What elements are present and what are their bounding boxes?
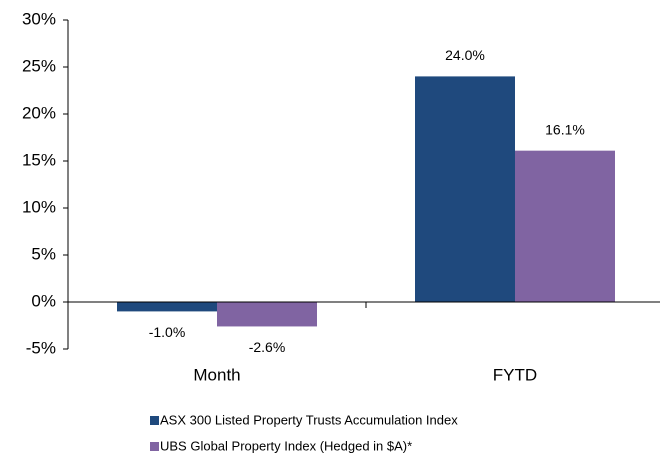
value-label: -1.0% [149, 324, 186, 340]
bar [217, 302, 317, 327]
y-tick-label: 20% [22, 103, 56, 122]
bar [515, 150, 615, 302]
legend-swatch [150, 416, 159, 425]
legend-label: ASX 300 Listed Property Trusts Accumulat… [160, 412, 458, 427]
x-tick-label: Month [193, 365, 240, 384]
y-tick-label: 30% [22, 9, 56, 28]
value-label: -2.6% [249, 339, 286, 355]
value-label: 24.0% [445, 47, 485, 63]
y-tick-label: 5% [31, 244, 56, 263]
y-tick-label: 25% [22, 56, 56, 75]
bar [117, 302, 217, 312]
y-tick-label: 15% [22, 150, 56, 169]
x-tick-label: FYTD [493, 365, 537, 384]
legend-swatch [150, 442, 159, 451]
value-label: 16.1% [545, 121, 585, 137]
y-tick-label: 0% [31, 291, 56, 310]
legend-label: UBS Global Property Index (Hedged in $A)… [160, 438, 412, 453]
y-tick-label: -5% [26, 338, 56, 357]
y-tick-label: 10% [22, 197, 56, 216]
bar [415, 76, 515, 303]
